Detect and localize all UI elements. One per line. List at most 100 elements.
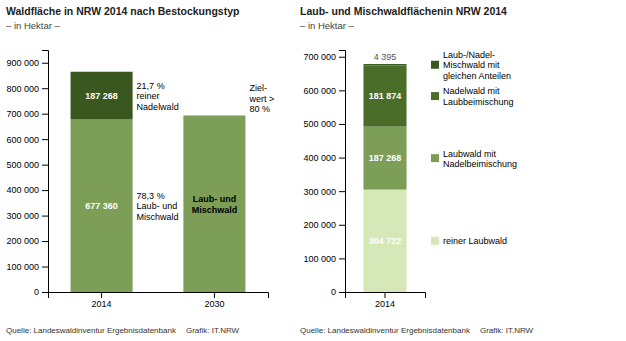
tick-mark [42,292,48,293]
tick-label: 900 000 [6,58,39,68]
y-axis: 0 100 000 200 000 300 000 400 000 500 000 600 … [6,51,48,298]
annotation: 78,3 %Laub- undMischwald [137,191,179,222]
y-tick: 300 000 [6,211,48,221]
y-tick: 400 000 [303,153,345,163]
tick-label: 2014 [375,299,395,309]
y-tick: 700 000 [303,52,345,62]
text-line: reiner [137,91,160,101]
tick-label: 2030 [204,299,224,309]
text-line: reiner Laubwald [443,236,507,246]
tick-label: 700 000 [303,52,336,62]
bar-segment [363,66,406,127]
y-tick: 400 000 [6,185,48,195]
tick-label: 200 000 [6,236,39,246]
y-tick: 800 000 [6,84,48,94]
legend-entry: Laub-/Nadel-Mischwald mitgleichen Anteil… [443,50,511,81]
credit: Grafik: IT.NRW [480,326,534,335]
tick-label: 500 000 [303,119,336,129]
text-line: 78,3 % [137,191,165,201]
bar-segment [363,64,406,65]
tick-label: 500 000 [6,160,39,170]
chart-container: Waldfläche in NRW 2014 nach Bestockungst… [0,0,626,341]
tick-mark [339,191,345,192]
bar-segment [183,115,245,292]
tick-mark [339,258,345,259]
y-tick: 100 000 [303,254,345,264]
data-label: 304 722 [369,236,402,246]
text-line: Laubbeimischung [443,97,514,107]
chart-subtitle: – in Hektar – [6,20,61,31]
text-line: 21,7 % [137,81,165,91]
tick-label: 2014 [92,299,112,309]
credit: Grafik: IT.NRW [186,326,240,335]
text-line: Mischwald [137,212,179,222]
chart-title: Waldfläche in NRW 2014 nach Bestockungst… [6,5,239,17]
tick-label: 100 000 [6,262,39,272]
data-label: 4 395 [374,52,397,62]
tick-mark [101,292,102,298]
axis-line [49,293,269,299]
x-tick: 2030 [204,292,224,309]
tick-label: 700 000 [6,109,39,119]
tick-label: 400 000 [6,185,39,195]
text-line: Nadelbeimischung [443,159,517,169]
axis-line [42,51,49,293]
y-tick: 0 [331,287,345,297]
tick-mark [42,241,48,242]
data-label: 187 268 [369,153,402,163]
tick-label: 100 000 [303,254,336,264]
tick-mark [385,292,386,298]
legend-entry: reiner Laubwald [443,236,507,246]
source: Quelle: Landeswaldinventur Ergebnisdaten… [300,326,471,335]
axis-line [339,51,346,293]
tick-mark [339,124,345,125]
data-labels: 304 722 187 268 181 874 4 395 [369,52,402,246]
legend-swatch [431,237,439,245]
legend: Laub-/Nadel-Mischwald mitgleichen Anteil… [431,50,517,247]
bars [363,64,406,292]
tick-mark [214,292,215,298]
annotation: Laub- undMischwald [192,194,238,215]
tick-label: 0 [34,287,39,297]
y-tick: 200 000 [303,220,345,230]
tick-label: 0 [331,287,336,297]
annotation: Ziel-wert >80 % [248,83,274,114]
tick-mark [42,190,48,191]
y-tick: 600 000 [6,135,48,145]
y-tick: 700 000 [6,109,48,119]
y-tick: 300 000 [303,187,345,197]
tick-mark [339,225,345,226]
x-axis: 2014 2030 [49,292,269,309]
y-tick: 200 000 [6,236,48,246]
tick-label: 300 000 [303,187,336,197]
text-line: Laub-/Nadel- [443,50,495,60]
data-label: 677 360 [85,201,118,211]
y-tick: 100 000 [6,262,48,272]
tick-mark [42,165,48,166]
text-line: Nadelwald [137,102,179,112]
tick-label: 800 000 [6,84,39,94]
y-tick: 500 000 [303,119,345,129]
tick-label: 200 000 [303,220,336,230]
data-label: 181 874 [369,91,402,101]
bar-segment [71,72,133,120]
tick-label: 600 000 [303,86,336,96]
tick-label: 300 000 [6,211,39,221]
bar-segment [71,119,133,292]
tick-label: 400 000 [303,153,336,163]
text-line: 80 % [249,104,270,114]
tick-mark [42,114,48,115]
text-line: Laub- und [137,201,178,211]
tick-mark [42,139,48,140]
tick-mark [42,88,48,89]
x-axis: 2014 [346,292,426,309]
chart-panel: Waldfläche in NRW 2014 nach Bestockungst… [6,5,274,335]
tick-mark [339,158,345,159]
annotations: 21,7 %reinerNadelwald78,3 %Laub- undMisc… [137,81,275,222]
chart-title: Laub- und Mischwaldflächenin NRW 2014 [300,5,507,17]
y-tick: 600 000 [303,86,345,96]
chart-canvas: Waldfläche in NRW 2014 nach Bestockungst… [0,0,626,341]
text-line: Laubwald mit [443,149,497,159]
x-tick: 2014 [375,292,395,309]
text-line: Ziel- [249,83,267,93]
